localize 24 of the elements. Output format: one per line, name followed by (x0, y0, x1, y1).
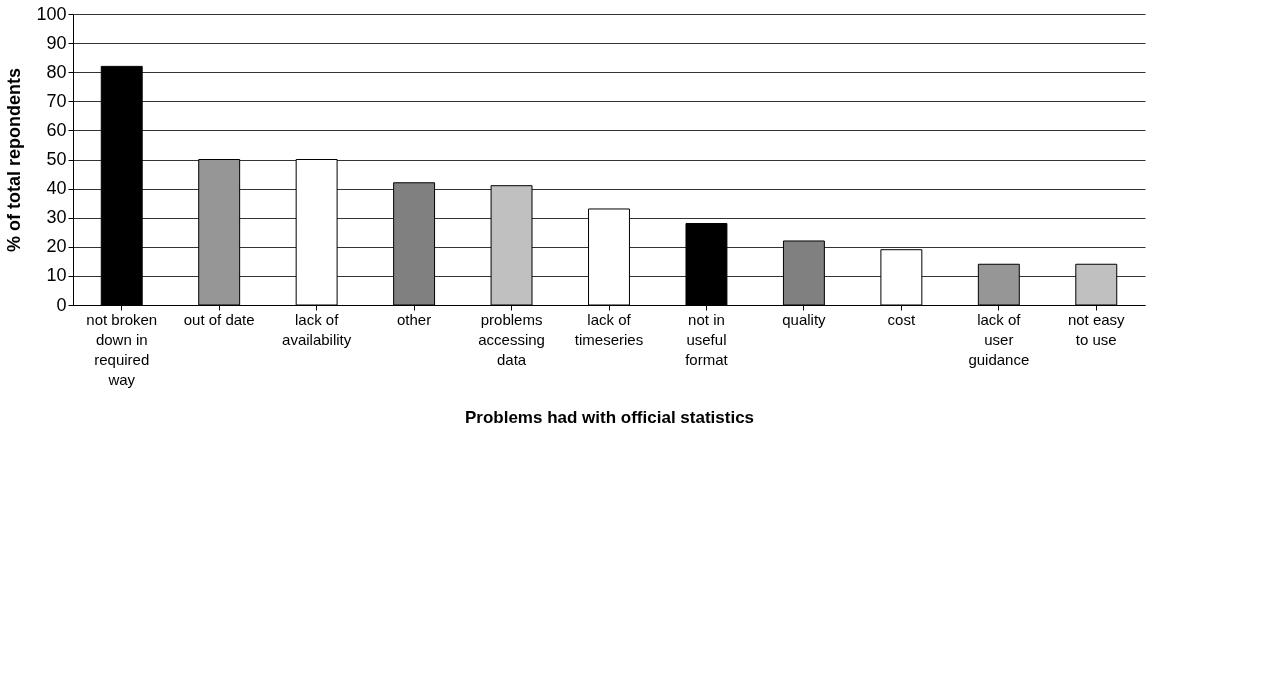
x-tick-label: lack of user guidance (968, 310, 1030, 368)
x-tick-label: not broken down in required way (86, 310, 158, 388)
x-tick-label: cost (887, 310, 916, 328)
y-tick-label: 50 (46, 149, 67, 169)
x-tick-label: not easy to use (1067, 310, 1126, 348)
y-tick-label: 30 (46, 207, 67, 228)
y-tick-label: 0 (56, 294, 67, 315)
y-tick-label: 60 (46, 119, 67, 140)
x-tick-label: out of date (183, 310, 255, 328)
x-axis-title: Problems had with official statistics (464, 407, 755, 427)
y-axis-title: % of total repondents (4, 68, 25, 252)
y-tick-label: 90 (46, 32, 67, 53)
y-tick-label: 10 (46, 265, 67, 286)
x-tick-label: lack of availability (282, 310, 352, 348)
y-tick-label: 80 (46, 61, 67, 82)
y-tick-label: 100 (36, 3, 67, 24)
x-tick-label: not in useful format (685, 310, 729, 368)
x-tick-label: other (396, 310, 432, 328)
x-tick-label: lack of timeseries (574, 310, 644, 348)
y-tick-label: 40 (46, 178, 67, 199)
x-tick-label: quality (782, 310, 827, 328)
y-tick-label: 70 (46, 90, 67, 111)
y-tick-label: 20 (46, 236, 67, 257)
x-tick-label: problems accessing data (478, 310, 545, 368)
